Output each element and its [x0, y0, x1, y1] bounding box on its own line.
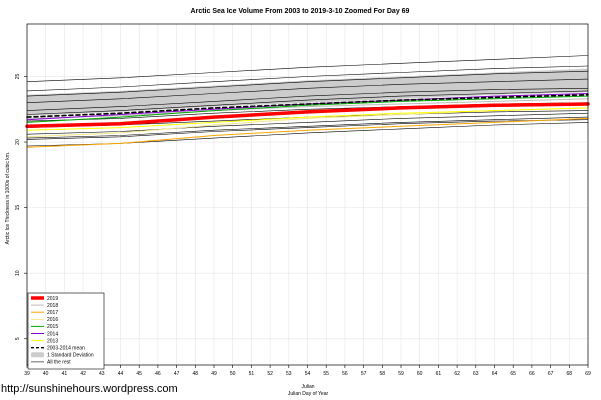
x-tick-label-59: 59 — [398, 371, 404, 377]
y-tick-label-25: 25 — [15, 73, 21, 79]
other-year-line-3 — [26, 70, 589, 97]
other-year-line-5 — [26, 88, 589, 111]
x-tick-label-69: 69 — [585, 371, 591, 377]
plot-area — [25, 23, 590, 366]
other-year-line-2 — [26, 65, 589, 92]
other-year-line-4 — [26, 78, 589, 103]
legend-2016-label: 2016 — [47, 317, 58, 323]
x-tick-label-49: 49 — [211, 371, 217, 377]
x-tick-label-40: 40 — [43, 371, 49, 377]
legend-2017-label: 2017 — [47, 310, 58, 316]
other-year-line-10 — [26, 116, 589, 139]
series-line-2019 — [25, 102, 590, 129]
legend-2003-2014-mean-label: 2003-2014 mean — [47, 346, 85, 352]
legend-2014-label: 2014 — [47, 331, 58, 337]
chart-title: Arctic Sea Ice Volume From 2003 to 2019-… — [191, 8, 410, 15]
x-tick-label-55: 55 — [323, 371, 329, 377]
x-tick-label-62: 62 — [454, 371, 460, 377]
x-axis-label-2: Julian Day of Year — [288, 391, 329, 397]
other-years-lines — [26, 55, 589, 147]
x-tick-label-56: 56 — [342, 371, 348, 377]
x-tick-label-50: 50 — [230, 371, 236, 377]
series-line-2017 — [26, 117, 589, 148]
legend-all-the-rest-label: All the rest — [47, 360, 71, 366]
x-tick-label-64: 64 — [492, 371, 498, 377]
y-axis-ticks: 5 10 15 20 25 — [15, 73, 27, 340]
x-tick-label-53: 53 — [286, 371, 292, 377]
y-tick-label-15: 15 — [15, 205, 21, 211]
x-tick-label-42: 42 — [80, 371, 86, 377]
other-year-line-11 — [26, 119, 589, 140]
other-year-line-6 — [26, 90, 589, 115]
x-tick-label-58: 58 — [380, 371, 386, 377]
x-tick-label-45: 45 — [136, 371, 142, 377]
x-tick-label-61: 61 — [436, 371, 442, 377]
y-tick-label-20: 20 — [15, 139, 21, 145]
x-tick-label-51: 51 — [249, 371, 255, 377]
series-line-2015 — [26, 95, 589, 123]
x-tick-label-54: 54 — [305, 371, 311, 377]
legend-1-standard-deviation-swatch — [31, 352, 44, 358]
x-tick-label-60: 60 — [417, 371, 423, 377]
y-tick-label-10: 10 — [15, 270, 21, 276]
x-axis-label: Julian — [301, 384, 314, 390]
x-tick-label-57: 57 — [361, 371, 367, 377]
series-line-2003-2014-mean — [26, 94, 589, 118]
series-lines — [25, 93, 590, 148]
other-year-line-9 — [26, 112, 589, 135]
legend-2015-label: 2015 — [47, 324, 58, 330]
legend-2018-label: 2018 — [47, 303, 58, 309]
x-tick-label-44: 44 — [118, 371, 124, 377]
legend-2013-label: 2013 — [47, 338, 58, 344]
x-tick-label-52: 52 — [267, 371, 273, 377]
x-tick-label-47: 47 — [174, 371, 180, 377]
site-url[interactable]: http://sunshinehours.wordpress.com — [1, 383, 178, 395]
legend-1-standard-deviation-label: 1 Standard Deviation — [47, 353, 94, 359]
y-axis-label: Arctic Ice Thickness in 1000s of cubic k… — [5, 152, 11, 245]
x-tick-label-67: 67 — [548, 371, 554, 377]
x-tick-label-65: 65 — [510, 371, 516, 377]
x-axis-ticks: 39 40 41 42 43 44 45 46 47 48 49 50 51 52 53 54 55 56 57 58… — [24, 365, 591, 377]
x-tick-label-48: 48 — [193, 371, 199, 377]
x-tick-label-39: 39 — [24, 371, 30, 377]
series-line-2018 — [26, 98, 589, 119]
x-tick-label-63: 63 — [473, 371, 479, 377]
x-tick-label-46: 46 — [155, 371, 161, 377]
other-year-line-1 — [26, 55, 589, 82]
x-tick-label-41: 41 — [62, 371, 68, 377]
legend-2019-label: 2019 — [47, 296, 58, 302]
series-line-2013 — [26, 107, 589, 131]
y-tick-label-5: 5 — [15, 337, 21, 340]
x-tick-label-68: 68 — [567, 371, 573, 377]
x-tick-label-43: 43 — [99, 371, 105, 377]
x-tick-label-66: 66 — [529, 371, 535, 377]
